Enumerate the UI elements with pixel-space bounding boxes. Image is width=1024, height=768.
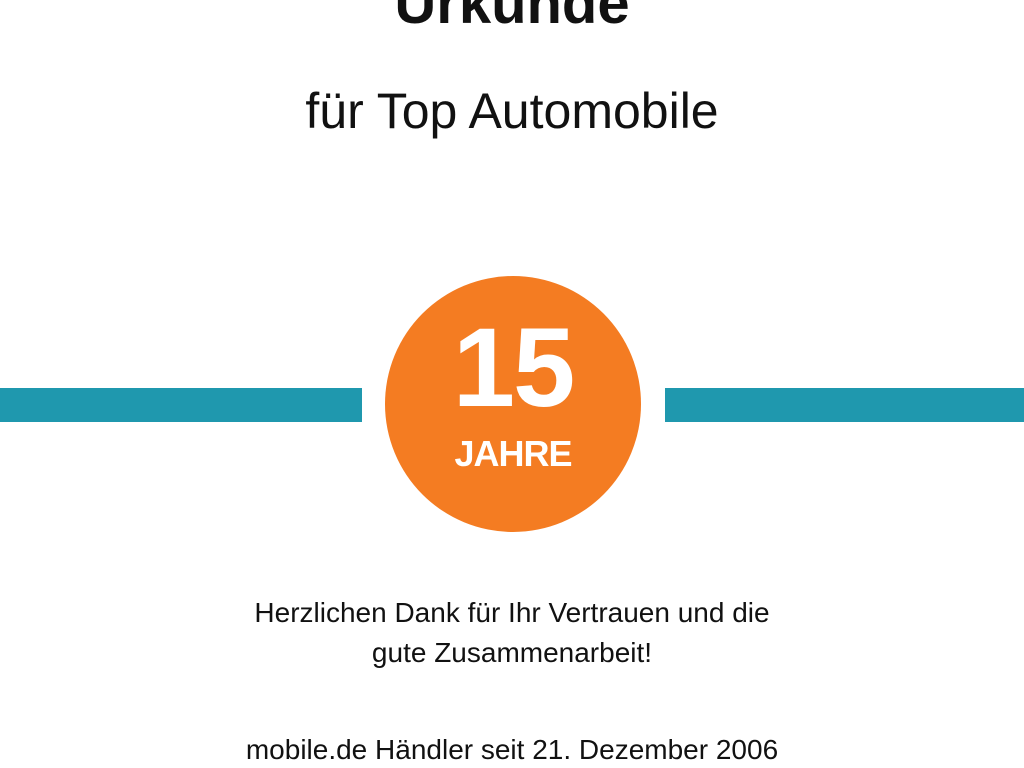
left-accent-bar [0,388,362,422]
certificate-subtitle: für Top Automobile [305,83,719,139]
dealer-since: mobile.de Händler seit 21. Dezember 2006 [245,734,779,765]
certificate-title: Urkunde [394,0,630,36]
thank-you-line-1: Herzlichen Dank für Ihr Vertrauen und di… [254,597,770,628]
badge-unit: JAHRE [454,433,572,474]
anniversary-badge: 15 JAHRE [385,276,641,532]
right-accent-bar [665,388,1024,422]
thank-you-line-2: gute Zusammenarbeit! [371,637,653,668]
badge-number: 15 [452,305,576,430]
